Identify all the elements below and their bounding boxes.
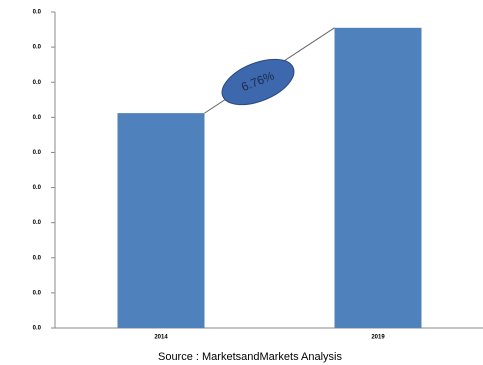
y-tick-label: 0.0 xyxy=(33,115,42,121)
bar xyxy=(334,27,422,329)
y-tick-label: 0.0 xyxy=(33,150,42,156)
y-tick-label: 0.0 xyxy=(33,185,42,191)
source: Source : MarketsandMarkets Analysis xyxy=(158,351,343,363)
growth-bubble xyxy=(221,58,295,106)
y-tick-label: 0.0 xyxy=(33,255,42,261)
x-tick-label: 2014 xyxy=(154,335,168,341)
y-tick-label: 0.0 xyxy=(33,45,42,51)
bar xyxy=(117,113,205,329)
y-tick-label: 0.0 xyxy=(33,326,42,332)
y-tick-label: 0.0 xyxy=(33,10,42,16)
y-tick-label: 0.0 xyxy=(33,80,42,86)
y-tick-label: 0.0 xyxy=(33,290,42,296)
x-tick-label: 2019 xyxy=(371,335,385,341)
y-tick-label: 0.0 xyxy=(33,220,42,226)
